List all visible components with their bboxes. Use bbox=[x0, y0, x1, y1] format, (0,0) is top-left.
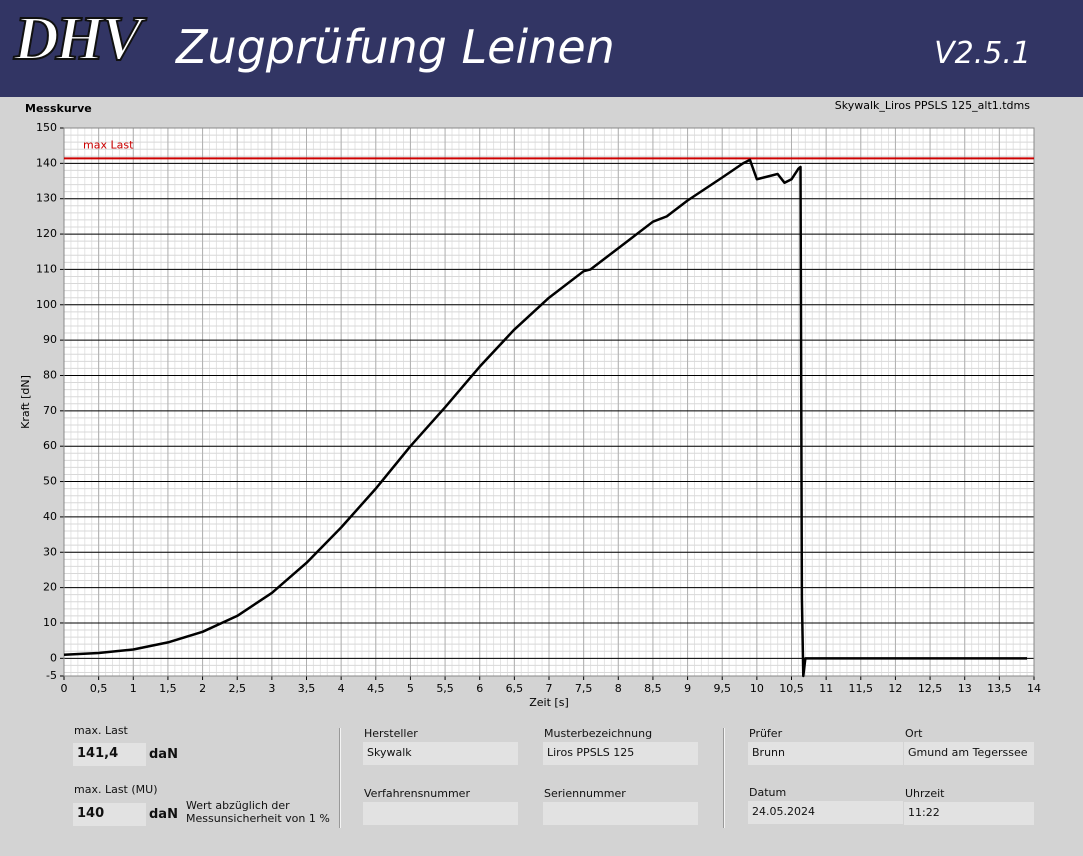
x-tick-label: 1 bbox=[130, 682, 137, 695]
x-tick-label: 4,5 bbox=[367, 682, 385, 695]
x-tick-label: 12,5 bbox=[918, 682, 943, 695]
field-value: 11:22 bbox=[904, 802, 1034, 825]
field-value: Liros PPSLS 125 bbox=[543, 742, 698, 765]
x-tick-label: 11 bbox=[819, 682, 833, 695]
field-label: max. Last bbox=[74, 724, 128, 737]
force-curve bbox=[63, 158, 1028, 678]
field-label: Verfahrensnummer bbox=[364, 787, 470, 800]
logo: DHV bbox=[13, 4, 143, 74]
app-title: Zugprüfung Leinen bbox=[176, 20, 615, 74]
x-tick-label: 6,5 bbox=[506, 682, 524, 695]
y-tick-label: 130 bbox=[36, 192, 57, 205]
y-tick-label: 120 bbox=[36, 227, 57, 240]
y-tick-label: 20 bbox=[43, 581, 57, 594]
result-value: 140 bbox=[73, 803, 146, 826]
field-value: Skywalk bbox=[363, 742, 518, 765]
y-tick-label: 150 bbox=[36, 121, 57, 134]
reference-label: max Last bbox=[83, 138, 134, 151]
y-tick-label: 40 bbox=[43, 510, 57, 523]
y-tick-label: 60 bbox=[43, 439, 57, 452]
x-tick-label: 10 bbox=[750, 682, 764, 695]
x-tick-label: 11,5 bbox=[849, 682, 874, 695]
chart-title: Messkurve bbox=[25, 102, 92, 115]
chart: Messkurve Skywalk_Liros PPSLS 125_alt1.td… bbox=[19, 99, 1041, 709]
field-label: Ort bbox=[905, 727, 923, 740]
field-label: Hersteller bbox=[364, 727, 418, 740]
y-tick-label: 90 bbox=[43, 333, 57, 346]
field-value: 24.05.2024 bbox=[748, 801, 903, 824]
x-tick-label: 1,5 bbox=[159, 682, 177, 695]
field-label: max. Last (MU) bbox=[74, 783, 158, 796]
x-tick-label: 9,5 bbox=[713, 682, 731, 695]
y-tick-label: 80 bbox=[43, 368, 57, 381]
unit: daN bbox=[149, 747, 178, 762]
header: DHV Zugprüfung Leinen V2.5.1 bbox=[0, 0, 1083, 97]
x-tick-label: 0 bbox=[61, 682, 68, 695]
field-value: Gmund am Tegerssee bbox=[904, 742, 1034, 765]
x-tick-label: 5,5 bbox=[436, 682, 454, 695]
y-tick-label: 100 bbox=[36, 298, 57, 311]
x-tick-label: 13 bbox=[958, 682, 972, 695]
field-label: Datum bbox=[749, 786, 787, 799]
y-axis-label: Kraft [dN] bbox=[19, 375, 32, 429]
y-tick-label: 50 bbox=[43, 475, 57, 488]
note: Messunsicherheit von 1 % bbox=[186, 812, 330, 825]
x-tick-label: 14 bbox=[1027, 682, 1041, 695]
field-label: Seriennummer bbox=[544, 787, 626, 800]
y-tick-label: 30 bbox=[43, 545, 57, 558]
x-tick-label: 13,5 bbox=[987, 682, 1012, 695]
y-tick-label: -5 bbox=[46, 669, 57, 682]
y-tick-label: 10 bbox=[43, 616, 57, 629]
separator bbox=[339, 728, 341, 828]
file-name: Skywalk_Liros PPSLS 125_alt1.tdms bbox=[835, 99, 1031, 112]
plot-border bbox=[63, 127, 1035, 677]
field-value: Brunn bbox=[748, 742, 903, 765]
x-tick-label: 2,5 bbox=[228, 682, 246, 695]
x-tick-label: 10,5 bbox=[779, 682, 804, 695]
y-tick-label: 0 bbox=[50, 651, 57, 664]
field-value bbox=[543, 802, 698, 825]
field-label: Musterbezeichnung bbox=[544, 727, 653, 740]
x-tick-label: 7,5 bbox=[575, 682, 593, 695]
x-tick-label: 3 bbox=[268, 682, 275, 695]
x-tick-label: 12 bbox=[888, 682, 902, 695]
x-tick-label: 3,5 bbox=[298, 682, 316, 695]
field-label: Uhrzeit bbox=[905, 787, 945, 800]
result-value: 141,4 bbox=[73, 743, 146, 766]
field-value bbox=[363, 802, 518, 825]
note: Wert abzüglich der bbox=[186, 799, 290, 812]
x-tick-label: 7 bbox=[546, 682, 553, 695]
field-label: Prüfer bbox=[749, 727, 783, 740]
x-tick-label: 4 bbox=[338, 682, 345, 695]
unit: daN bbox=[149, 807, 178, 822]
y-tick-label: 110 bbox=[36, 262, 57, 275]
x-tick-label: 8 bbox=[615, 682, 622, 695]
x-tick-label: 6 bbox=[476, 682, 483, 695]
x-tick-label: 0,5 bbox=[90, 682, 108, 695]
separator bbox=[723, 728, 725, 828]
x-tick-label: 8,5 bbox=[644, 682, 662, 695]
version: V2.5.1 bbox=[934, 36, 1031, 71]
x-tick-label: 5 bbox=[407, 682, 414, 695]
x-tick-label: 2 bbox=[199, 682, 206, 695]
y-tick-label: 70 bbox=[43, 404, 57, 417]
x-axis-label: Zeit [s] bbox=[529, 696, 568, 709]
x-tick-label: 9 bbox=[684, 682, 691, 695]
y-tick-label: 140 bbox=[36, 156, 57, 169]
